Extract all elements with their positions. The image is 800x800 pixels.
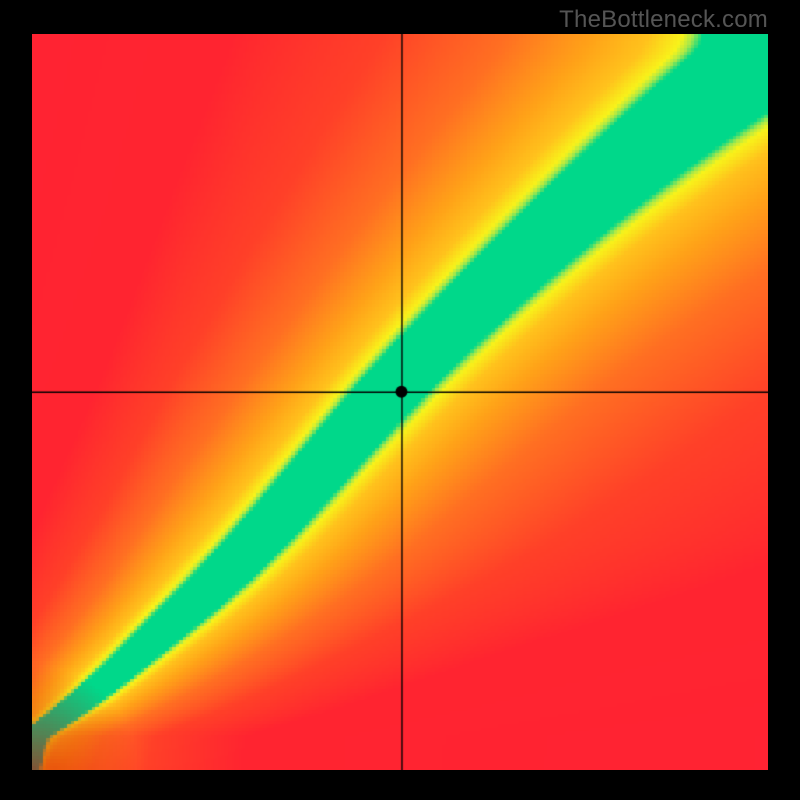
watermark-text: TheBottleneck.com (559, 6, 768, 34)
crosshair-overlay (32, 34, 768, 770)
image-root: TheBottleneck.com (0, 0, 800, 800)
